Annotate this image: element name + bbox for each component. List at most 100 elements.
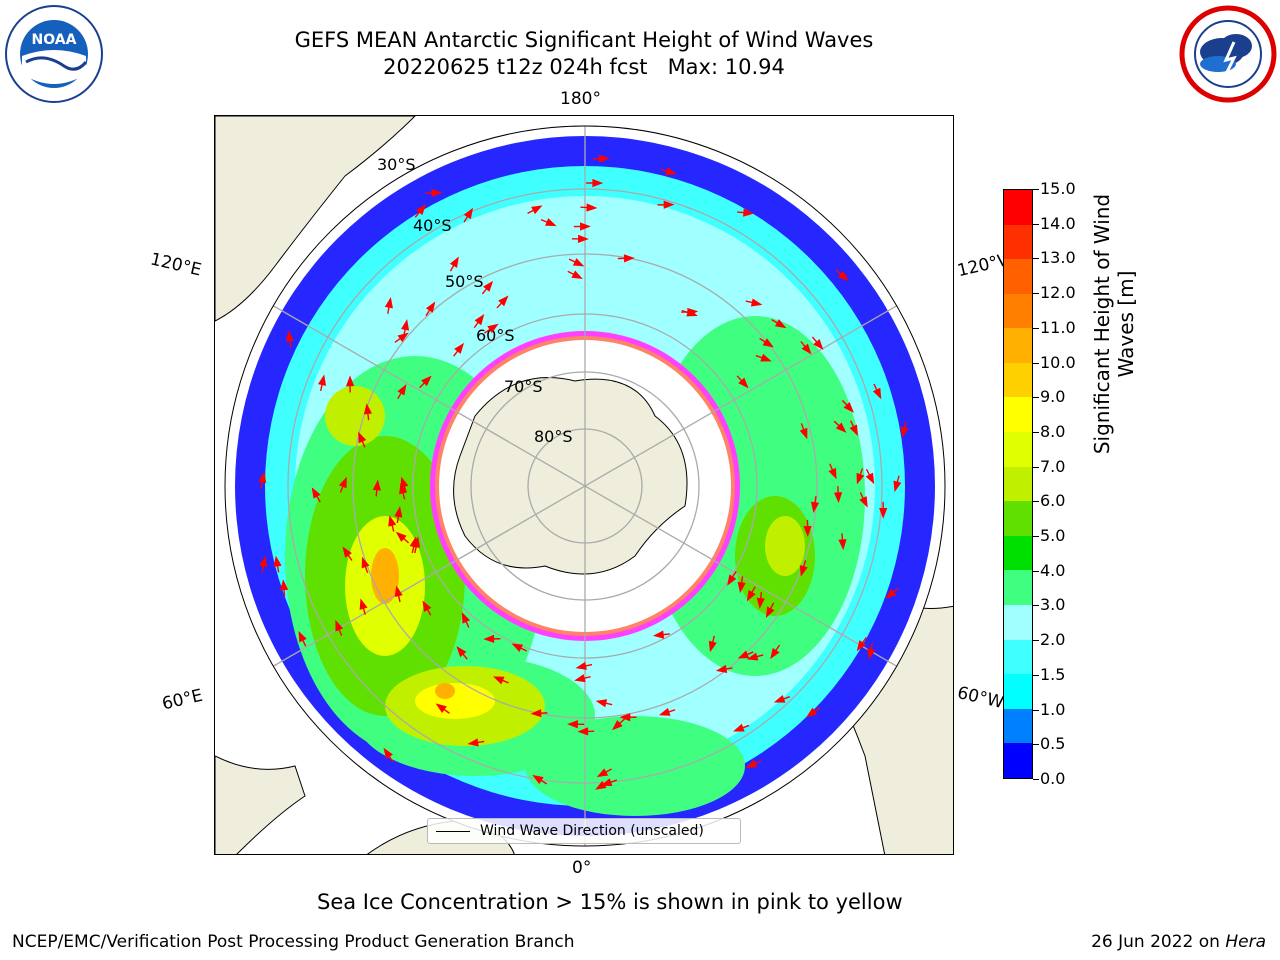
wave-arrow-head [467,738,479,747]
wave-arrow-head [586,203,598,212]
colorbar-tick-label: 8.0 [1040,421,1066,441]
footer-host: Hera [1225,932,1266,952]
wave-arrow-head [259,555,268,568]
colorbar-segment [1004,362,1032,398]
wave-arrow-head [474,314,485,326]
wave-arrow-head [579,222,591,231]
wave-arrow-head [449,256,459,268]
wave-arrow-head [834,492,843,504]
wave-arrow-head [359,598,368,610]
footer-date-text: 26 Jun 2022 on [1091,932,1226,952]
colorbar-tick-mark [1033,605,1039,607]
wave-arrow-head [774,319,787,329]
wave-arrow-head [806,707,818,718]
legend-label: Wind Wave Direction (unscaled) [480,823,704,839]
footer-date: 26 Jun 2022 on Hera [1091,932,1266,952]
wave-arrow-head [435,703,447,714]
wave-arrow-head [463,207,474,220]
wave-arrow-head [835,422,847,433]
colorbar-tick-label: 7.0 [1040,456,1066,476]
wave-arrow-head [665,167,677,176]
wave-arrow-head [575,661,587,670]
sea-ice-caption: Sea Ice Concentration > 15% is shown in … [317,890,903,914]
wave-arrow-head [813,339,824,350]
wave-arrow-head [399,482,408,495]
colorbar-tick-label: 1.0 [1040,699,1066,719]
wave-arrow-head [762,338,774,348]
wave-arrow-head [421,375,432,387]
wave-arrow-head [487,323,499,334]
wave-arrow-head [425,301,436,313]
wave-arrow-head [273,555,282,568]
colorbar-segment [1004,674,1032,709]
wave-arrow-head [545,218,557,227]
lat-label-70s: 70°S [504,377,543,396]
colorbar-tick-label: 10.0 [1040,352,1076,372]
wave-arrow-head [342,546,352,558]
colorbar-segment [1004,397,1032,433]
wave-arrow-head [799,565,808,577]
colorbar-tick-label: 6.0 [1040,491,1066,511]
colorbar-tick-mark [1033,709,1039,711]
wave-arrow-head [492,676,505,685]
lon-label-60w: 60°W [955,682,1006,714]
wave-arrow-head [574,674,586,683]
wave-arrow-head [388,515,397,527]
wave-arrow-head [279,579,289,591]
colorbar-tick-mark [1033,466,1039,468]
wave-arrow-head [483,280,494,292]
wave-arrow-head [567,720,578,729]
land-africa [215,755,306,854]
colorbar-tick-mark [1033,431,1039,433]
wave-arrow-head [619,713,631,722]
land-antarctica [453,377,688,575]
colorbar-tick-mark [1033,536,1039,538]
wave-arrow-head [686,308,698,317]
wave-arrow-head [743,208,755,217]
wave-arrow-head [595,699,608,708]
wave-arrow-head [572,258,585,267]
colorbar-tick-label: 12.0 [1040,283,1076,303]
noaa-logo: NOAA [4,4,104,108]
lon-label-180: 180° [560,89,601,109]
wave-arrow-head [285,330,294,342]
colorbar-tick-mark [1033,258,1039,260]
colorbar-tick-mark [1033,327,1039,329]
lat-label-50s: 50°S [445,272,484,291]
wave-arrow-head [810,501,820,513]
wave-arrow-head [395,531,407,542]
wave-arrow-head [856,640,867,652]
wave-arrow-head [843,402,854,413]
wave-arrow-head [856,472,865,485]
wave-arrow-head [461,612,470,624]
wave-arrow-head [738,377,749,389]
colorbar-segment [1004,293,1032,329]
wave-arrow-head [400,476,409,489]
wave-arrow-head [345,375,355,387]
wave-arrow-head [397,332,409,343]
wave-arrow-head [415,204,426,216]
wave-arrow-head [317,374,326,386]
colorbar-tick-label: 5.0 [1040,526,1066,546]
wave-arrow-head [663,200,675,209]
wave-arrow-head [422,600,432,612]
wave-arrow-head [596,768,609,778]
wave-arrow-head [623,254,635,263]
lat-label-60s: 60°S [476,326,515,345]
wave-arrow-head [530,709,542,718]
wave-arrow-head [838,539,847,551]
colorbar-segment [1004,328,1032,363]
noaa-logo-text: NOAA [32,32,77,48]
colorbar-segment [1004,466,1032,502]
wave-arrow-head [867,648,876,660]
wave-arrow-head [727,574,737,586]
wave-arrow-head [394,585,403,597]
wave-arrow-head [801,343,812,355]
map-title: GEFS MEAN Antarctic Significant Height o… [294,28,874,52]
wave-arrow-head [498,295,509,307]
colorbar-tick-label: 4.0 [1040,560,1066,580]
colorbar-tick-label: 2.0 [1040,630,1066,650]
wave-arrow-head [258,471,267,484]
colorbar-tick-mark [1033,640,1039,642]
wave-arrow-head [394,506,403,518]
